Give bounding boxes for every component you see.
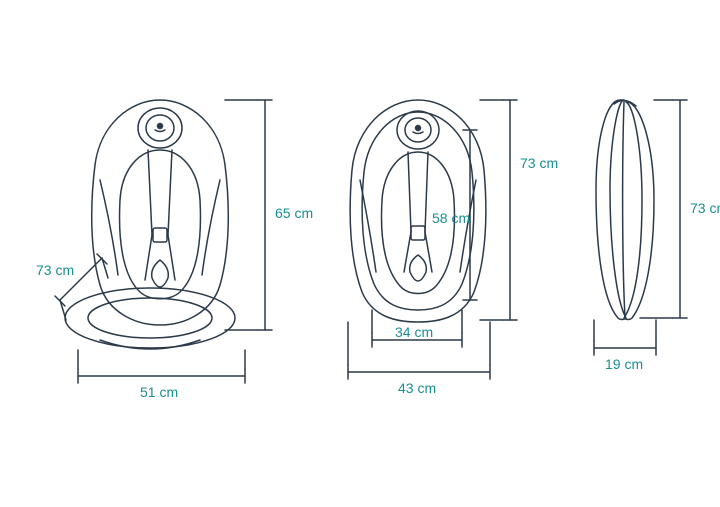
dim-label: 65 cm xyxy=(275,205,313,221)
dim-label: 73 cm xyxy=(520,155,558,171)
dim-label: 19 cm xyxy=(605,356,643,372)
dim-label: 34 cm xyxy=(395,324,433,340)
dim-label: 58 cm xyxy=(432,210,470,226)
dimension-diagram: 65 cm 73 cm 51 cm 73 cm 58 cm 34 cm 43 c… xyxy=(0,0,720,507)
view-side xyxy=(594,100,687,355)
dim-label: 51 cm xyxy=(140,384,178,400)
diagram-svg xyxy=(0,0,720,507)
dim-label: 73 cm xyxy=(690,200,720,216)
view-front-with-base xyxy=(55,100,272,383)
dim-label: 73 cm xyxy=(36,262,74,278)
dim-label: 43 cm xyxy=(398,380,436,396)
